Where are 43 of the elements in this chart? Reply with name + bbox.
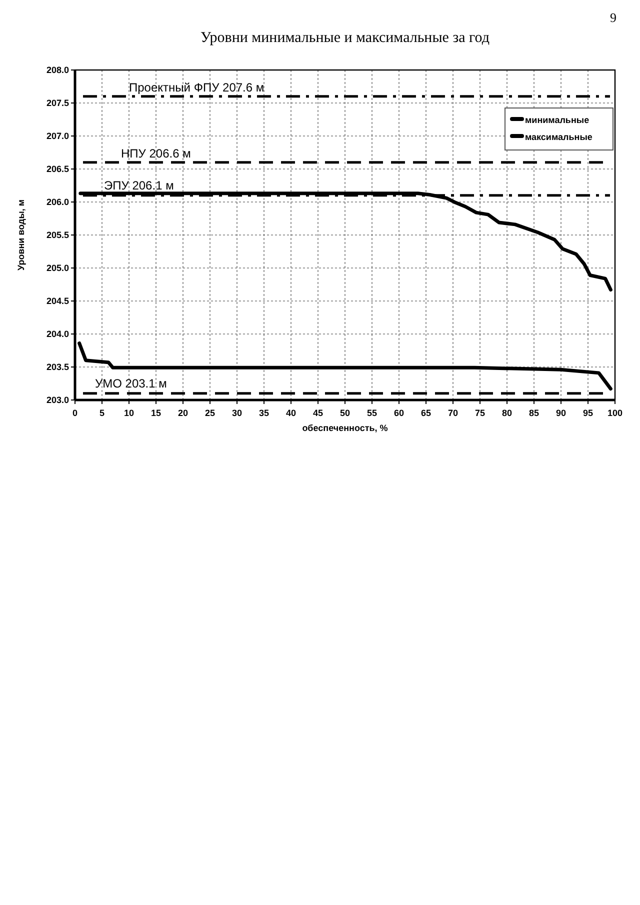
line-series <box>78 192 612 292</box>
x-tick-label: 25 <box>204 408 216 418</box>
x-tick-label: 75 <box>474 408 486 418</box>
x-tick-label: 85 <box>528 408 540 418</box>
x-axis-title: обеспеченность, % <box>302 423 388 433</box>
y-tick-label: 207.5 <box>46 98 69 108</box>
x-tick-label: 70 <box>448 408 458 418</box>
chart-title: Уровни минимальные и максимальные за год <box>200 30 490 46</box>
y-tick-label: 206.0 <box>46 197 69 207</box>
x-tick-label: 35 <box>258 408 270 418</box>
legend-label: минимальные <box>525 115 590 125</box>
ref-line-label: ЭПУ 206.1 м <box>104 178 174 192</box>
x-tick-label: 20 <box>178 408 188 418</box>
x-tick-label: 90 <box>556 408 566 418</box>
y-tick-label: 205.5 <box>46 230 69 240</box>
x-tick-label: 100 <box>607 408 623 418</box>
text: 9 <box>610 10 616 25</box>
y-tick-label: 203.5 <box>46 362 69 372</box>
ref-line-label: НПУ 206.6 м <box>121 146 191 160</box>
legend-label: максимальные <box>525 132 592 142</box>
x-tick-label: 30 <box>232 408 242 418</box>
x-tick-label: 65 <box>420 408 432 418</box>
x-tick-label: 0 <box>72 408 78 418</box>
y-tick-label: 203.0 <box>46 395 69 405</box>
x-tick-label: 50 <box>340 408 350 418</box>
x-tick-label: 80 <box>502 408 512 418</box>
x-tick-label: 15 <box>150 408 162 418</box>
y-tick-label: 207.0 <box>46 131 69 141</box>
x-tick-label: 10 <box>124 408 134 418</box>
x-tick-label: 95 <box>582 408 594 418</box>
y-tick-label: 204.5 <box>46 296 69 306</box>
x-tick-label: 5 <box>99 408 105 418</box>
x-tick-label: 40 <box>286 408 296 418</box>
y-tick-label: 205.0 <box>46 263 69 273</box>
x-tick-label: 45 <box>312 408 324 418</box>
y-axis-title: Уровни воды, м <box>16 199 26 271</box>
ref-line-label: Проектный ФПУ 207.6 м <box>129 80 264 94</box>
y-tick-label: 206.5 <box>46 164 69 174</box>
ref-line-label: УМО 203.1 м <box>95 376 167 390</box>
y-tick-label: 204.0 <box>46 329 69 339</box>
x-tick-label: 55 <box>366 408 378 418</box>
y-tick-label: 208.0 <box>46 65 69 75</box>
x-tick-label: 60 <box>394 408 404 418</box>
